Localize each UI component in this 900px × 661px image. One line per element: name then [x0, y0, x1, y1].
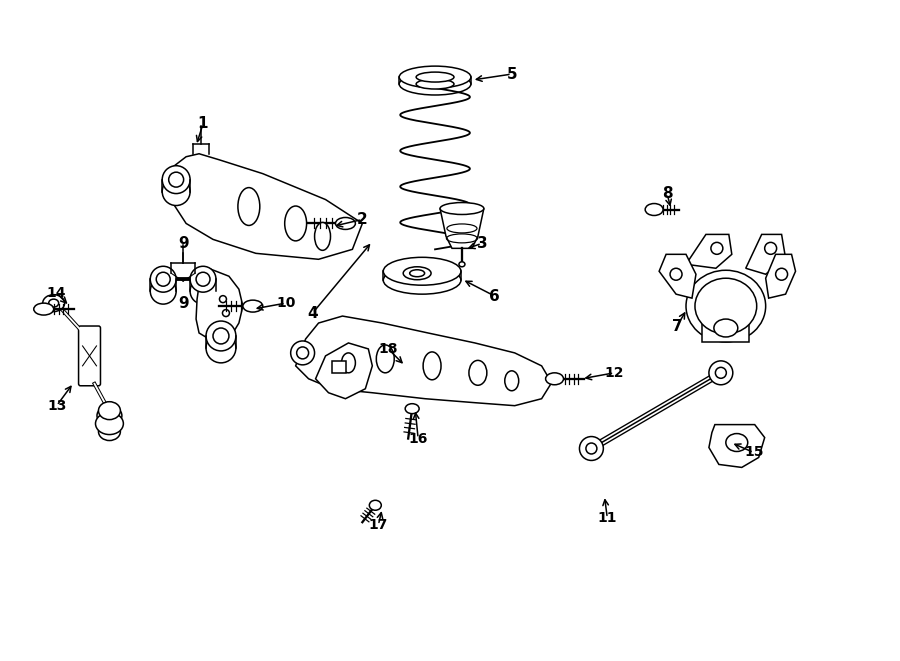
- Ellipse shape: [709, 361, 733, 385]
- Ellipse shape: [645, 204, 663, 215]
- Polygon shape: [702, 314, 749, 342]
- Ellipse shape: [545, 373, 563, 385]
- Ellipse shape: [776, 268, 788, 280]
- Ellipse shape: [150, 278, 176, 304]
- Ellipse shape: [376, 345, 394, 373]
- Text: 10: 10: [276, 296, 295, 310]
- Ellipse shape: [196, 272, 210, 286]
- Ellipse shape: [670, 268, 682, 280]
- Ellipse shape: [206, 321, 236, 351]
- Ellipse shape: [98, 402, 121, 420]
- Ellipse shape: [400, 73, 471, 95]
- Ellipse shape: [459, 262, 465, 267]
- Text: 5: 5: [507, 67, 517, 81]
- Text: 9: 9: [178, 295, 188, 311]
- Ellipse shape: [49, 299, 58, 307]
- Ellipse shape: [686, 270, 766, 342]
- Text: 9: 9: [178, 236, 188, 251]
- Ellipse shape: [403, 267, 431, 280]
- Text: 4: 4: [307, 305, 318, 321]
- Polygon shape: [440, 208, 484, 249]
- Ellipse shape: [369, 500, 382, 510]
- Ellipse shape: [213, 328, 229, 344]
- Ellipse shape: [440, 202, 484, 214]
- Ellipse shape: [95, 412, 123, 434]
- Ellipse shape: [162, 166, 190, 194]
- Ellipse shape: [725, 434, 748, 451]
- Ellipse shape: [505, 371, 518, 391]
- Ellipse shape: [469, 360, 487, 385]
- Ellipse shape: [336, 217, 356, 229]
- Polygon shape: [709, 424, 765, 467]
- FancyBboxPatch shape: [78, 326, 101, 386]
- Polygon shape: [686, 235, 732, 268]
- Ellipse shape: [168, 172, 184, 187]
- Ellipse shape: [222, 309, 230, 317]
- Ellipse shape: [291, 341, 315, 365]
- Ellipse shape: [714, 319, 738, 337]
- Ellipse shape: [423, 352, 441, 380]
- Text: 8: 8: [662, 186, 672, 201]
- Ellipse shape: [162, 178, 190, 206]
- Text: 16: 16: [409, 432, 428, 446]
- Polygon shape: [196, 269, 243, 339]
- Text: 11: 11: [598, 511, 617, 525]
- Ellipse shape: [297, 347, 309, 359]
- Text: 15: 15: [744, 446, 763, 459]
- Ellipse shape: [410, 270, 425, 277]
- Ellipse shape: [284, 206, 307, 241]
- Polygon shape: [296, 316, 552, 406]
- Ellipse shape: [42, 295, 65, 311]
- Ellipse shape: [98, 422, 121, 440]
- Polygon shape: [746, 235, 786, 274]
- Ellipse shape: [383, 266, 461, 294]
- Text: 1: 1: [198, 116, 208, 132]
- Ellipse shape: [97, 406, 122, 426]
- Polygon shape: [659, 254, 696, 298]
- Ellipse shape: [34, 303, 54, 315]
- Ellipse shape: [416, 72, 454, 82]
- Ellipse shape: [416, 79, 454, 89]
- Ellipse shape: [315, 223, 330, 251]
- Text: 12: 12: [605, 366, 624, 380]
- Ellipse shape: [586, 443, 597, 454]
- Ellipse shape: [580, 436, 603, 461]
- Text: 6: 6: [490, 289, 500, 303]
- Ellipse shape: [238, 188, 260, 225]
- Ellipse shape: [341, 353, 356, 373]
- Ellipse shape: [190, 266, 216, 292]
- Text: 17: 17: [369, 518, 388, 532]
- Text: 3: 3: [477, 236, 487, 251]
- Ellipse shape: [150, 266, 176, 292]
- Polygon shape: [316, 343, 373, 399]
- Polygon shape: [766, 254, 796, 298]
- Text: 14: 14: [47, 286, 67, 300]
- Bar: [332, 361, 347, 373]
- Text: 18: 18: [379, 342, 398, 356]
- Ellipse shape: [716, 368, 726, 378]
- Ellipse shape: [243, 300, 263, 312]
- Polygon shape: [173, 154, 363, 259]
- Ellipse shape: [711, 243, 723, 254]
- Text: 2: 2: [357, 212, 368, 227]
- Ellipse shape: [765, 243, 777, 254]
- Text: 7: 7: [671, 319, 682, 334]
- Ellipse shape: [220, 295, 227, 303]
- Ellipse shape: [695, 278, 757, 334]
- Text: 13: 13: [47, 399, 67, 412]
- Ellipse shape: [383, 257, 461, 285]
- Ellipse shape: [190, 278, 216, 304]
- Ellipse shape: [405, 404, 419, 414]
- Ellipse shape: [157, 272, 170, 286]
- Ellipse shape: [206, 333, 236, 363]
- Ellipse shape: [400, 66, 471, 88]
